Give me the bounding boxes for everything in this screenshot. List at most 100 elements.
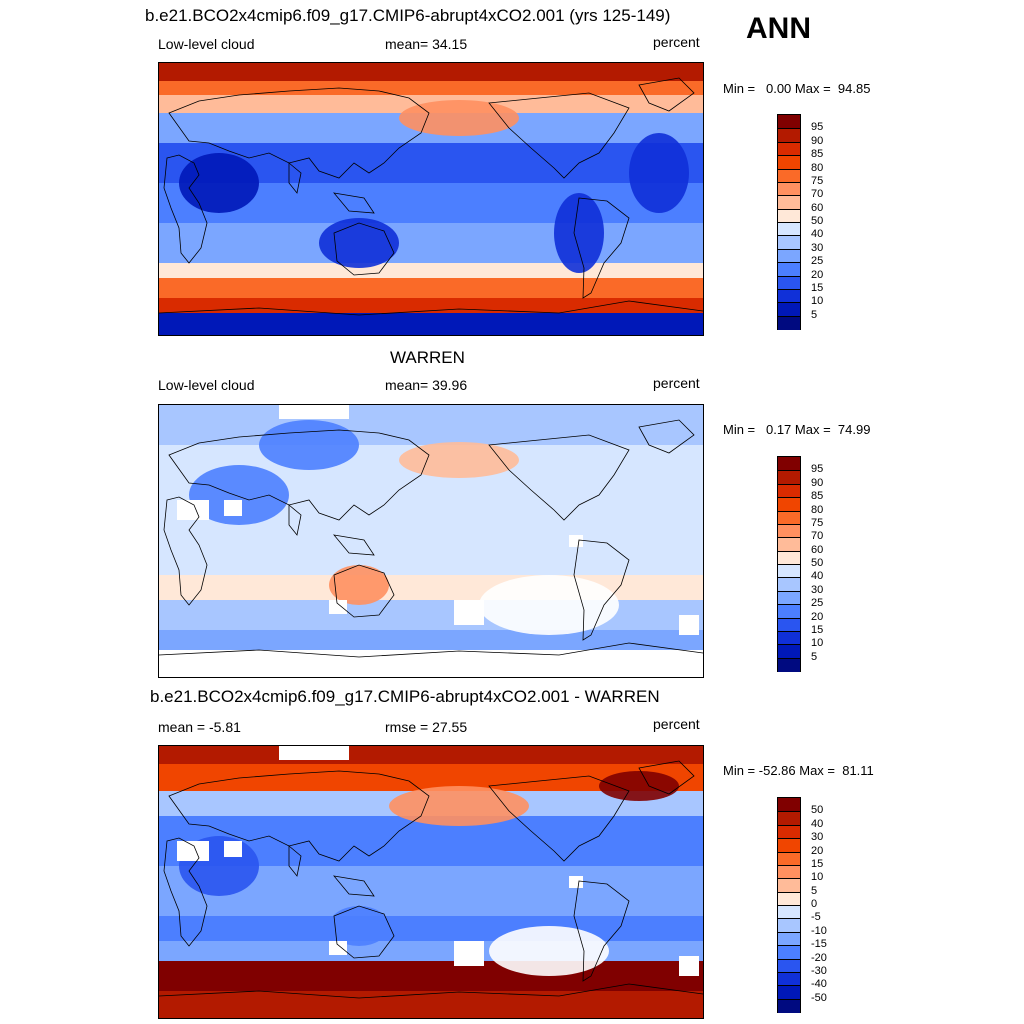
colorbar-segment: [778, 564, 800, 579]
colorbar-segment: [778, 483, 800, 499]
colorbar-tick-label: 30: [811, 831, 824, 844]
colorbar-segment: [778, 497, 800, 512]
panel1-colorbar: [777, 114, 801, 330]
panel3-title: b.e21.BCO2x4cmip6.f09_g17.CMIP6-abrupt4x…: [150, 687, 660, 706]
colorbar-tick-label: 0: [811, 898, 818, 910]
panel3-map: [158, 745, 704, 1019]
panel2-colorbar: [777, 456, 801, 672]
colorbar-segment: [778, 604, 800, 619]
colorbar-tick-label: 85: [811, 490, 824, 503]
colorbar-segment: [778, 985, 800, 1000]
colorbar-segment: [778, 657, 800, 672]
colorbar-segment: [778, 155, 800, 170]
colorbar-tick-label: 15: [811, 623, 824, 636]
colorbar-segment: [778, 918, 800, 933]
panel3-minmax: Min = -52.86 Max = 81.11: [723, 763, 874, 778]
colorbar-tick-label: 20: [811, 610, 824, 623]
colorbar-segment: [778, 617, 800, 632]
colorbar-segment: [778, 644, 800, 659]
colorbar-tick-label: 95: [811, 463, 824, 476]
colorbar-segment: [778, 115, 800, 130]
colorbar-segment: [778, 248, 800, 264]
colorbar-segment: [778, 851, 800, 866]
colorbar-segment: [778, 181, 800, 197]
panel2-map: [158, 404, 704, 678]
colorbar-tick-label: 5: [811, 650, 818, 663]
colorbar-segment: [778, 630, 800, 646]
colorbar-tick-label: 80: [811, 161, 824, 174]
panel2-mean-label: mean= 39.96: [385, 377, 468, 393]
colorbar-tick-label: 10: [811, 637, 824, 650]
colorbar-segment: [778, 470, 800, 485]
colorbar-tick-label: 90: [811, 476, 824, 489]
panel2-units-label: percent: [653, 375, 700, 391]
colorbar-segment: [778, 168, 800, 183]
colorbar-segment: [778, 998, 800, 1013]
colorbar-segment: [778, 550, 800, 565]
colorbar-tick-label: 95: [811, 121, 824, 134]
panel3-units-label: percent: [653, 716, 700, 732]
colorbar-segment: [778, 235, 800, 250]
panel2-minmax: Min = 0.17 Max = 74.99: [723, 422, 871, 437]
colorbar-tick-label: 75: [811, 516, 824, 529]
colorbar-segment: [778, 537, 800, 552]
colorbar-tick-label: 60: [811, 201, 824, 214]
colorbar-tick-label: 40: [811, 817, 824, 830]
colorbar-tick-label: 10: [811, 295, 824, 308]
colorbar-tick-label: -15: [811, 938, 827, 951]
colorbar-tick-label: 50: [811, 215, 824, 227]
colorbar-tick-label: 85: [811, 148, 824, 161]
colorbar-tick-label: -50: [811, 991, 827, 1004]
colorbar-segment: [778, 945, 800, 960]
colorbar-segment: [778, 302, 800, 317]
colorbar-tick-label: 70: [811, 530, 824, 543]
colorbar-segment: [778, 798, 800, 813]
colorbar-tick-label: 15: [811, 857, 824, 870]
colorbar-segment: [778, 523, 800, 539]
colorbar-segment: [778, 208, 800, 223]
panel3-rmse-label: rmse = 27.55: [385, 719, 468, 735]
colorbar-tick-label: 80: [811, 503, 824, 516]
colorbar-tick-label: 90: [811, 134, 824, 147]
colorbar-segment: [778, 891, 800, 906]
colorbar-tick-label: 40: [811, 228, 824, 241]
colorbar-segment: [778, 931, 800, 947]
colorbar-tick-label: 50: [811, 557, 824, 569]
colorbar-tick-label: -30: [811, 964, 827, 977]
colorbar-segment: [778, 275, 800, 290]
colorbar-segment: [778, 288, 800, 304]
colorbar-segment: [778, 590, 800, 606]
colorbar-tick-label: -40: [811, 978, 827, 991]
panel1-map: [158, 62, 704, 336]
panel3-colorbar: [777, 797, 801, 1013]
colorbar-segment: [778, 262, 800, 277]
panel1-variable-label: Low-level cloud: [158, 36, 255, 52]
colorbar-segment: [778, 577, 800, 592]
colorbar-segment: [778, 958, 800, 973]
colorbar-tick-label: 20: [811, 268, 824, 281]
colorbar-tick-label: 15: [811, 281, 824, 294]
colorbar-segment: [778, 457, 800, 472]
colorbar-tick-label: 20: [811, 844, 824, 857]
panel1-units-label: percent: [653, 34, 700, 50]
colorbar-tick-label: 30: [811, 583, 824, 596]
season-label: ANN: [746, 12, 811, 45]
panel1-title: b.e21.BCO2x4cmip6.f09_g17.CMIP6-abrupt4x…: [145, 6, 671, 25]
colorbar-tick-label: 5: [811, 884, 818, 897]
colorbar-segment: [778, 222, 800, 237]
colorbar-tick-label: -10: [811, 924, 827, 937]
panel1-minmax: Min = 0.00 Max = 94.85: [723, 81, 871, 96]
colorbar-tick-label: 40: [811, 570, 824, 583]
colorbar-segment: [778, 195, 800, 210]
colorbar-segment: [778, 838, 800, 853]
colorbar-tick-label: 70: [811, 188, 824, 201]
colorbar-tick-label: 30: [811, 241, 824, 254]
colorbar-tick-label: 75: [811, 174, 824, 187]
colorbar-segment: [778, 315, 800, 330]
panel1-mean-label: mean= 34.15: [385, 36, 468, 52]
colorbar-segment: [778, 141, 800, 157]
colorbar-tick-label: 25: [811, 255, 824, 268]
colorbar-segment: [778, 878, 800, 893]
colorbar-tick-label: 10: [811, 871, 824, 884]
colorbar-tick-label: 25: [811, 597, 824, 610]
